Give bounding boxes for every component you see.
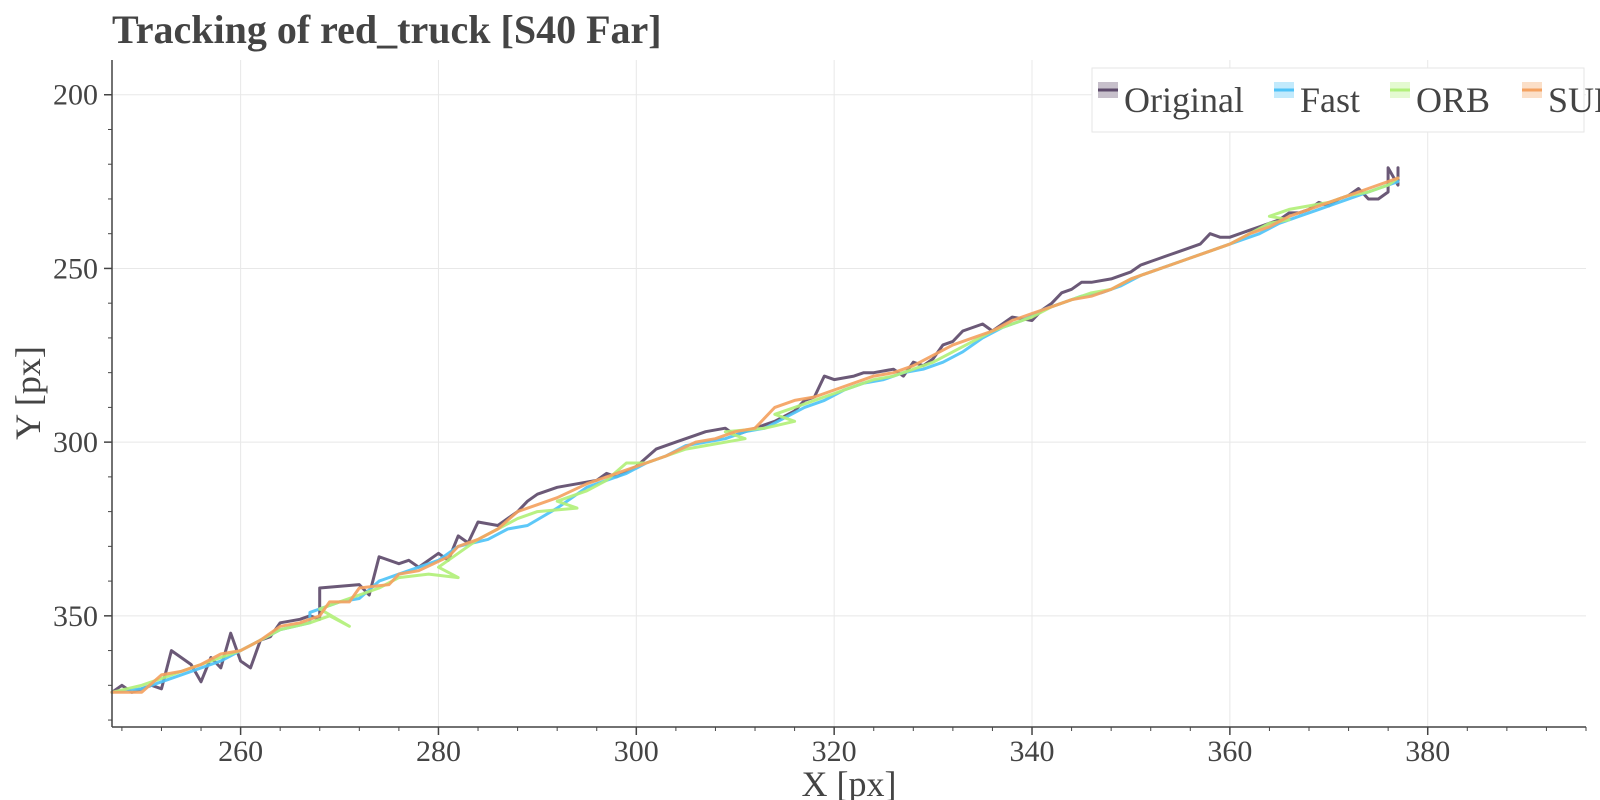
x-tick-label: 340 — [1010, 735, 1055, 768]
y-axis-label: Y [px] — [8, 346, 48, 440]
series-layer — [110, 166, 1400, 694]
x-tick-label: 320 — [812, 735, 857, 768]
x-tick-label: 260 — [218, 735, 263, 768]
y-tick-label: 300 — [53, 426, 98, 459]
legend-label-surf: SURF — [1548, 80, 1600, 120]
series-line-surf — [110, 176, 1400, 694]
y-tick-label: 200 — [53, 79, 98, 112]
axes-layer — [111, 60, 1586, 728]
chart-title: Tracking of red_truck [S40 Far] — [112, 7, 662, 52]
y-tick-label: 250 — [53, 252, 98, 285]
legend: Original Fast ORB SURF — [1091, 67, 1600, 133]
legend-items: Original Fast ORB SURF — [1098, 80, 1600, 120]
legend-box — [1091, 67, 1585, 133]
x-tick-label: 280 — [416, 735, 461, 768]
x-tick-label: 380 — [1405, 735, 1450, 768]
y-tick-label: 350 — [53, 600, 98, 633]
legend-label-fast: Fast — [1300, 80, 1360, 120]
x-tick-label: 360 — [1207, 735, 1252, 768]
x-axis-label: X [px] — [802, 764, 897, 800]
series-line-orb — [110, 176, 1400, 694]
legend-label-original: Original — [1124, 80, 1244, 120]
grid-layer — [112, 60, 1586, 727]
ticks-layer: 260 280 300 320 340 360 380 200 250 300 350 — [53, 79, 1587, 768]
x-tick-label: 300 — [614, 735, 659, 768]
legend-label-orb: ORB — [1416, 80, 1490, 120]
